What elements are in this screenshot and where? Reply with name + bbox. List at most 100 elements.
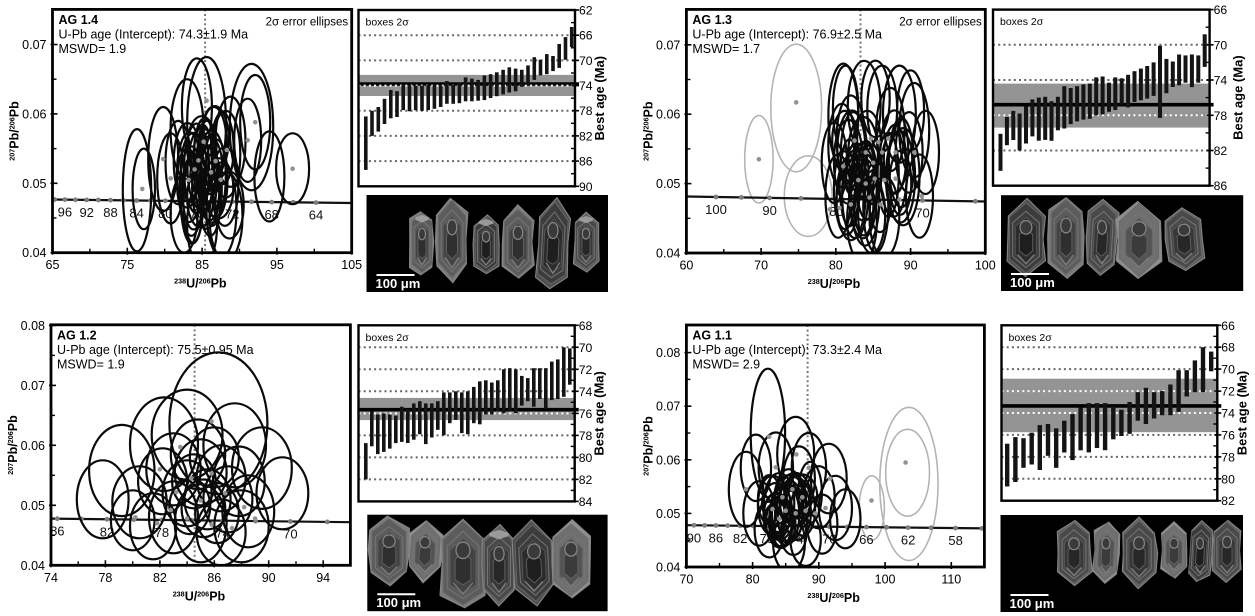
svg-text:MSWD= 2.9: MSWD= 2.9 — [692, 358, 760, 372]
svg-text:74: 74 — [44, 571, 58, 585]
svg-text:90: 90 — [262, 571, 276, 585]
svg-text:AG 1.3: AG 1.3 — [692, 13, 732, 27]
svg-text:90: 90 — [579, 180, 593, 194]
svg-text:70: 70 — [579, 341, 593, 355]
svg-text:100: 100 — [875, 573, 896, 587]
svg-text:0.07: 0.07 — [656, 400, 680, 414]
svg-text:78: 78 — [98, 571, 112, 585]
svg-text:68: 68 — [1221, 341, 1235, 355]
svg-text:78: 78 — [1221, 450, 1235, 464]
svg-text:0.05: 0.05 — [656, 177, 680, 191]
svg-text:82: 82 — [1214, 144, 1228, 158]
svg-text:82: 82 — [579, 129, 593, 143]
svg-text:86: 86 — [207, 571, 221, 585]
svg-text:Best age (Ma): Best age (Ma) — [592, 56, 607, 141]
svg-text:Best age (Ma): Best age (Ma) — [592, 371, 607, 456]
svg-text:0.04: 0.04 — [22, 246, 46, 260]
svg-text:100 μm: 100 μm — [376, 595, 421, 610]
svg-text:86: 86 — [579, 155, 593, 169]
svg-text:90: 90 — [904, 259, 918, 273]
svg-text:238U/206Pb: 238U/206Pb — [808, 277, 861, 291]
svg-text:2σ error ellipses: 2σ error ellipses — [266, 16, 349, 28]
svg-text:207Pb/206Pb: 207Pb/206Pb — [641, 416, 655, 476]
svg-text:100 μm: 100 μm — [1010, 596, 1055, 611]
svg-text:62: 62 — [901, 533, 915, 548]
svg-text:85: 85 — [195, 258, 209, 272]
svg-text:boxes 2σ: boxes 2σ — [366, 17, 410, 29]
svg-text:100: 100 — [975, 259, 996, 273]
svg-text:70: 70 — [1221, 363, 1235, 377]
svg-text:0.06: 0.06 — [21, 439, 45, 453]
svg-text:66: 66 — [859, 532, 873, 547]
svg-text:78: 78 — [579, 429, 593, 443]
svg-text:86: 86 — [709, 531, 723, 546]
svg-text:0.06: 0.06 — [22, 107, 46, 121]
svg-text:100: 100 — [705, 202, 727, 217]
svg-text:80: 80 — [829, 259, 843, 273]
svg-text:78: 78 — [1214, 109, 1228, 123]
svg-text:238U/206Pb: 238U/206Pb — [807, 591, 860, 605]
svg-text:74: 74 — [1221, 407, 1235, 421]
svg-text:100 μm: 100 μm — [1010, 275, 1055, 290]
svg-text:70: 70 — [1214, 38, 1228, 52]
svg-text:207Pb/206Pb: 207Pb/206Pb — [641, 101, 655, 161]
svg-text:74: 74 — [1214, 74, 1228, 88]
svg-text:0.04: 0.04 — [656, 561, 680, 575]
svg-text:0.04: 0.04 — [21, 559, 45, 573]
svg-text:78: 78 — [579, 104, 593, 118]
svg-text:74: 74 — [579, 385, 593, 399]
svg-text:boxes 2σ: boxes 2σ — [366, 332, 410, 344]
svg-text:64: 64 — [309, 208, 323, 223]
svg-text:Best age (Ma): Best age (Ma) — [1234, 371, 1249, 456]
svg-text:U-Pb age (Intercept): 74.3±1.9: U-Pb age (Intercept): 74.3±1.9 Ma — [59, 27, 249, 41]
svg-text:238U/206Pb: 238U/206Pb — [174, 277, 227, 291]
svg-text:105: 105 — [341, 258, 362, 272]
svg-text:70: 70 — [915, 205, 929, 220]
svg-text:75: 75 — [120, 258, 134, 272]
svg-text:84: 84 — [129, 206, 143, 221]
svg-text:207Pb/206Pb: 207Pb/206Pb — [8, 101, 22, 161]
svg-text:78: 78 — [155, 525, 169, 540]
svg-text:U-Pb age (Intercept): 73.3±2.4: U-Pb age (Intercept): 73.3±2.4 Ma — [692, 343, 882, 357]
svg-text:0.07: 0.07 — [22, 38, 46, 52]
svg-text:0.08: 0.08 — [21, 319, 45, 333]
svg-text:76: 76 — [579, 407, 593, 421]
svg-text:70: 70 — [579, 54, 593, 68]
svg-text:U-Pb age (Intercept): 76.9±2.5: U-Pb age (Intercept): 76.9±2.5 Ma — [692, 27, 882, 41]
svg-text:62: 62 — [579, 4, 593, 18]
svg-text:90: 90 — [812, 573, 826, 587]
svg-text:0.05: 0.05 — [22, 177, 46, 191]
svg-text:100 μm: 100 μm — [376, 276, 421, 291]
svg-text:82: 82 — [153, 571, 167, 585]
svg-text:AG 1.4: AG 1.4 — [59, 13, 99, 27]
svg-text:70: 70 — [679, 573, 693, 587]
svg-text:74: 74 — [579, 79, 593, 93]
svg-text:207Pb/206Pb: 207Pb/206Pb — [6, 415, 20, 475]
svg-text:0.08: 0.08 — [656, 346, 680, 360]
svg-text:MSWD= 1.9: MSWD= 1.9 — [57, 357, 125, 371]
svg-text:68: 68 — [579, 319, 593, 333]
svg-text:110: 110 — [941, 573, 961, 587]
svg-text:92: 92 — [79, 205, 93, 220]
svg-text:U-Pb age (Intercept): 75.5±0.9: U-Pb age (Intercept): 75.5±0.95 Ma — [57, 343, 254, 357]
svg-text:84: 84 — [579, 495, 593, 509]
svg-text:96: 96 — [58, 205, 72, 220]
svg-text:0.04: 0.04 — [656, 247, 680, 261]
svg-text:70: 70 — [283, 527, 297, 542]
svg-text:88: 88 — [103, 205, 117, 220]
svg-text:70: 70 — [754, 259, 768, 273]
svg-text:238U/206Pb: 238U/206Pb — [173, 589, 226, 603]
svg-text:80: 80 — [746, 573, 760, 587]
svg-text:86: 86 — [1214, 179, 1228, 193]
svg-text:66: 66 — [1221, 319, 1235, 333]
svg-text:boxes 2σ: boxes 2σ — [1000, 16, 1044, 28]
svg-text:MSWD= 1.7: MSWD= 1.7 — [692, 42, 760, 56]
svg-text:65: 65 — [46, 258, 60, 272]
svg-text:66: 66 — [1214, 3, 1228, 17]
svg-text:0.07: 0.07 — [21, 379, 45, 393]
svg-text:82: 82 — [1221, 494, 1235, 508]
svg-text:82: 82 — [579, 473, 593, 487]
svg-text:66: 66 — [579, 29, 593, 43]
svg-text:0.07: 0.07 — [656, 38, 680, 52]
svg-text:72: 72 — [1221, 385, 1235, 399]
